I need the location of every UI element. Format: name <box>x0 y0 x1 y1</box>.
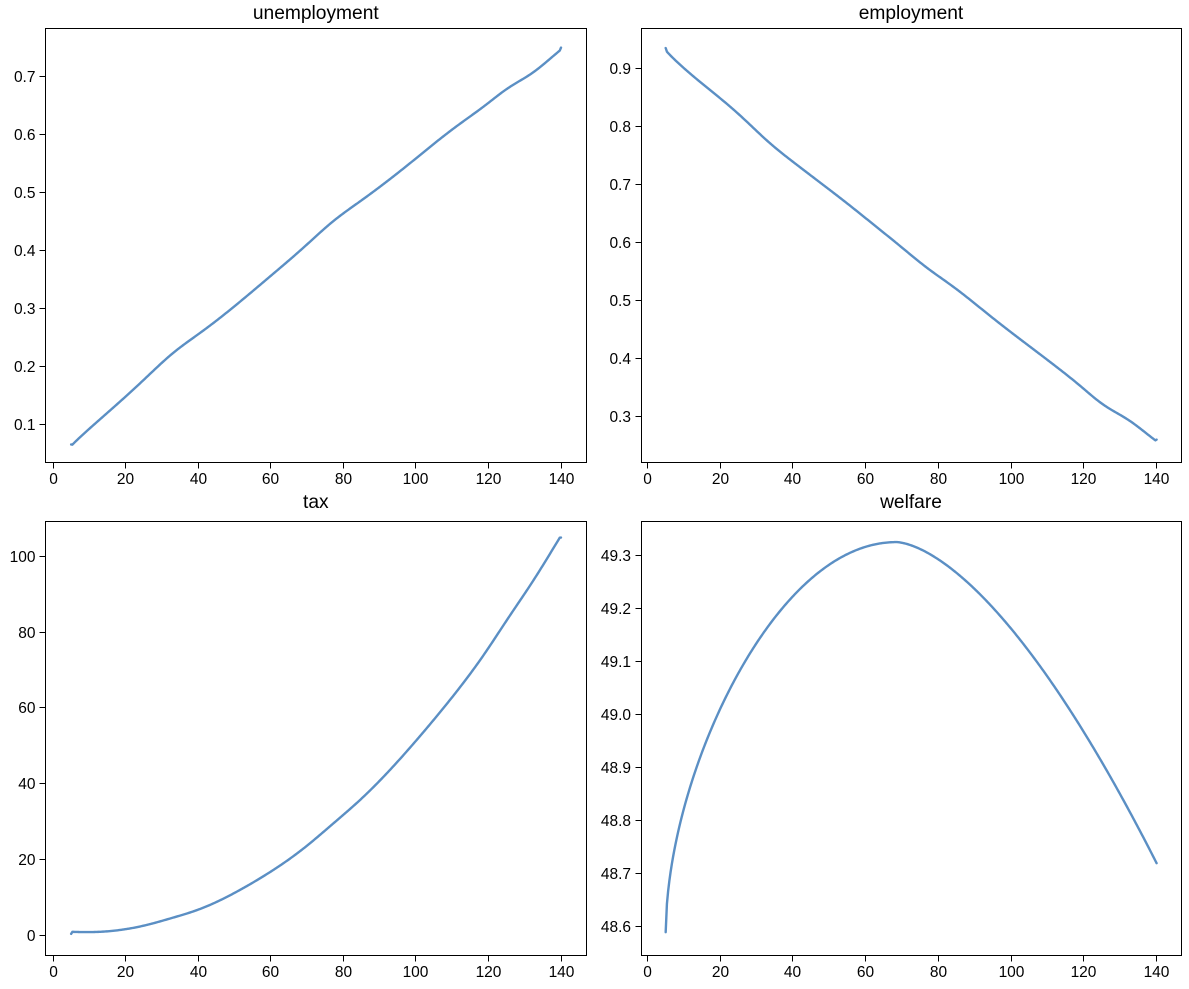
svg-text:60: 60 <box>262 471 280 488</box>
svg-text:20: 20 <box>712 964 730 981</box>
svg-text:unemployment: unemployment <box>253 3 380 24</box>
svg-text:48.9: 48.9 <box>601 760 631 777</box>
svg-text:100: 100 <box>10 549 36 566</box>
svg-text:0.8: 0.8 <box>609 119 631 136</box>
svg-text:0: 0 <box>643 964 652 981</box>
svg-text:welfare: welfare <box>879 492 942 513</box>
svg-text:49.3: 49.3 <box>601 548 631 565</box>
svg-text:49.1: 49.1 <box>601 654 631 671</box>
svg-text:140: 140 <box>549 471 575 488</box>
svg-text:100: 100 <box>999 471 1025 488</box>
svg-text:tax: tax <box>303 492 329 513</box>
svg-text:60: 60 <box>857 471 875 488</box>
svg-text:0.3: 0.3 <box>609 409 631 426</box>
svg-text:20: 20 <box>18 852 36 869</box>
svg-text:0.6: 0.6 <box>14 127 36 144</box>
svg-text:49.2: 49.2 <box>601 601 631 618</box>
svg-text:60: 60 <box>262 964 280 981</box>
svg-text:80: 80 <box>930 471 948 488</box>
svg-text:60: 60 <box>857 964 875 981</box>
svg-text:40: 40 <box>784 471 802 488</box>
svg-text:0.5: 0.5 <box>609 293 631 310</box>
svg-text:0.5: 0.5 <box>14 185 36 202</box>
svg-text:0.6: 0.6 <box>609 235 631 252</box>
svg-text:20: 20 <box>117 964 135 981</box>
svg-text:0.2: 0.2 <box>14 359 36 376</box>
svg-text:0: 0 <box>49 964 58 981</box>
svg-text:100: 100 <box>999 964 1025 981</box>
svg-text:60: 60 <box>18 700 36 717</box>
svg-text:40: 40 <box>190 964 208 981</box>
svg-text:48.6: 48.6 <box>601 919 631 936</box>
svg-text:0.4: 0.4 <box>14 243 36 260</box>
svg-text:48.7: 48.7 <box>601 866 631 883</box>
svg-text:100: 100 <box>403 964 429 981</box>
svg-text:40: 40 <box>190 471 208 488</box>
svg-text:140: 140 <box>549 964 575 981</box>
svg-text:40: 40 <box>784 964 802 981</box>
svg-text:120: 120 <box>476 471 502 488</box>
svg-text:0.7: 0.7 <box>609 177 631 194</box>
svg-text:100: 100 <box>403 471 429 488</box>
svg-text:0.3: 0.3 <box>14 301 36 318</box>
svg-text:0.1: 0.1 <box>14 417 36 434</box>
svg-text:0: 0 <box>643 471 652 488</box>
svg-text:120: 120 <box>1071 471 1097 488</box>
svg-text:49.0: 49.0 <box>601 707 632 724</box>
svg-text:120: 120 <box>1071 964 1097 981</box>
svg-text:80: 80 <box>335 964 353 981</box>
svg-text:0.4: 0.4 <box>609 351 631 368</box>
svg-text:0: 0 <box>49 471 58 488</box>
svg-text:employment: employment <box>859 3 964 24</box>
svg-text:140: 140 <box>1144 964 1170 981</box>
svg-text:80: 80 <box>335 471 353 488</box>
svg-text:48.8: 48.8 <box>601 813 631 830</box>
svg-text:140: 140 <box>1144 471 1170 488</box>
svg-text:20: 20 <box>712 471 730 488</box>
svg-text:0.9: 0.9 <box>609 61 631 78</box>
svg-text:20: 20 <box>117 471 135 488</box>
svg-text:80: 80 <box>930 964 948 981</box>
svg-text:0: 0 <box>27 928 36 945</box>
svg-text:0.7: 0.7 <box>14 69 36 86</box>
svg-text:40: 40 <box>18 776 36 793</box>
svg-text:120: 120 <box>476 964 502 981</box>
svg-text:80: 80 <box>18 625 36 642</box>
